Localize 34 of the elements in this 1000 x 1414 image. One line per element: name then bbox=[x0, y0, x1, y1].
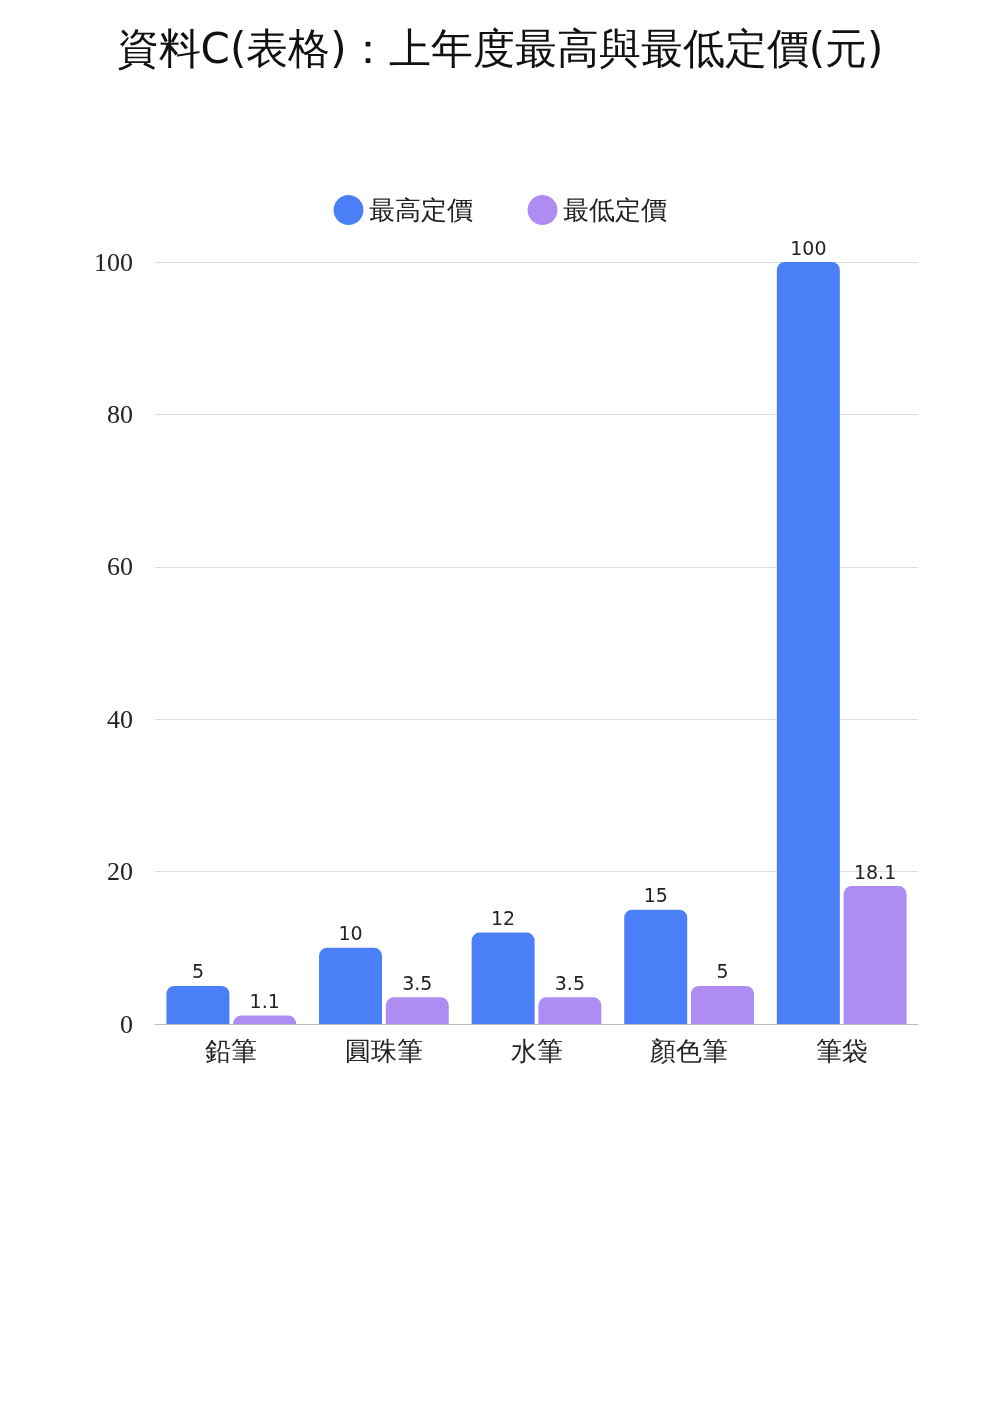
data-label: 3.5 bbox=[554, 971, 585, 994]
x-tick-label: 圓珠筆 bbox=[344, 1036, 423, 1066]
legend-label: 最高定價 bbox=[368, 195, 473, 225]
bar bbox=[538, 997, 602, 1024]
bar bbox=[319, 947, 383, 1024]
bar bbox=[776, 262, 840, 1024]
data-label: 10 bbox=[338, 922, 363, 945]
bar bbox=[471, 932, 535, 1024]
data-label: 5 bbox=[191, 960, 204, 983]
bar bbox=[843, 886, 907, 1024]
legend-label: 最低定價 bbox=[562, 195, 667, 225]
bar bbox=[624, 909, 688, 1024]
x-tick-label: 筆袋 bbox=[815, 1036, 868, 1066]
x-tick-label: 水筆 bbox=[510, 1036, 563, 1066]
data-label: 100 bbox=[790, 236, 827, 259]
x-tick-label: 鉛筆 bbox=[205, 1036, 258, 1066]
y-tick-label: 100 bbox=[94, 247, 133, 277]
bar bbox=[166, 985, 230, 1024]
bar bbox=[385, 997, 449, 1024]
data-label: 18.1 bbox=[853, 860, 897, 883]
data-label: 12 bbox=[491, 907, 516, 930]
x-tick-label: 顏色筆 bbox=[650, 1036, 729, 1066]
data-label: 15 bbox=[643, 884, 668, 907]
data-label: 5 bbox=[716, 960, 729, 983]
bar bbox=[233, 1015, 297, 1024]
y-tick-label: 20 bbox=[107, 857, 133, 887]
y-tick-label: 80 bbox=[107, 399, 133, 429]
data-label: 1.1 bbox=[249, 990, 280, 1013]
chart-title: 資料C(表格)：上年度最高與最低定價(元) bbox=[116, 23, 884, 73]
y-tick-label: 0 bbox=[120, 1009, 133, 1039]
bar bbox=[690, 985, 754, 1024]
y-tick-label: 60 bbox=[107, 552, 133, 582]
y-tick-label: 40 bbox=[107, 704, 133, 734]
data-label: 3.5 bbox=[402, 971, 433, 994]
